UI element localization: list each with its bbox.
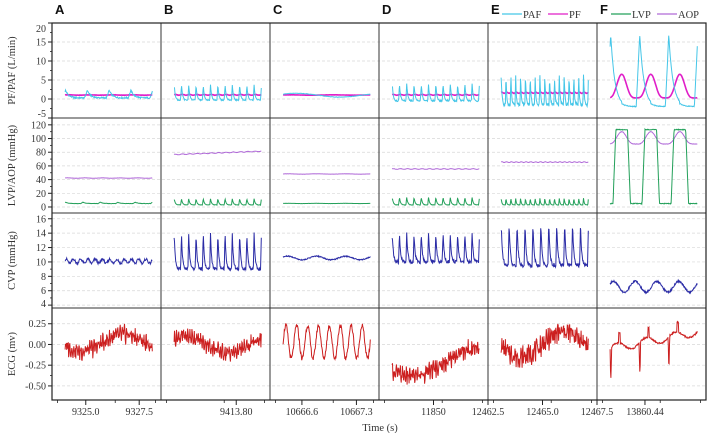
signal-traces: [64, 35, 698, 385]
panel-label: B: [164, 2, 173, 17]
trace-pf-panel-f: [609, 73, 698, 99]
panel-label: F: [600, 2, 608, 17]
trace-lvp-panel-a: [64, 201, 153, 205]
x-tick-label: 10666.6: [286, 407, 319, 418]
y-tick-label: 5: [41, 76, 46, 87]
trace-paf-panel-c: [282, 92, 371, 98]
panel-label: D: [382, 2, 391, 17]
y-tick-label: 80: [36, 148, 46, 159]
trace-ecg-panel-a: [64, 323, 153, 361]
trace-aop-panel-b: [173, 150, 262, 156]
trace-aop-panel-a: [64, 177, 153, 179]
y-tick-label: 14: [36, 229, 46, 240]
trace-cvp-panel-e: [500, 228, 589, 269]
y-tick-label: -0.50: [25, 381, 46, 392]
y-tick-label: -5: [38, 109, 46, 120]
trace-paf-panel-b: [174, 84, 262, 102]
y-tick-label: 16: [36, 214, 46, 225]
x-tick-label: 11850: [421, 407, 446, 418]
y-tick-label: 6: [41, 286, 46, 297]
y-axis-label: ECG (mv): [7, 331, 18, 376]
panel-label: C: [273, 2, 283, 17]
trace-paf-panel-f: [609, 35, 698, 108]
y-tick-label: 120: [31, 120, 46, 131]
plot-border: [51, 22, 707, 401]
x-tick-label: 12465.0: [526, 407, 559, 418]
x-tick-label: 9327.5: [125, 407, 153, 418]
y-tick-label: 40: [36, 175, 46, 186]
x-tick-label: 13860.44: [626, 407, 664, 418]
y-tick-label: 0.25: [29, 319, 47, 330]
y-axis-label: PF/PAF (L/min): [7, 36, 18, 105]
y-axis-label: CVP (mmHg): [7, 231, 18, 290]
y-tick-label: 4: [41, 299, 46, 310]
plot-frame: [48, 22, 707, 405]
y-tick-label: 100: [31, 134, 46, 145]
legend-label-pf: PF: [569, 10, 581, 21]
trace-ecg-panel-c: [282, 323, 371, 362]
trace-lvp-panel-f: [609, 127, 698, 206]
trace-aop-panel-e: [501, 161, 589, 164]
x-tick-label: 12462.5: [472, 407, 505, 418]
legend-label-lvp: LVP: [632, 10, 651, 21]
y-tick-label: 0.00: [29, 340, 47, 351]
x-tick-label: 12467.5: [581, 407, 614, 418]
trace-cvp-panel-c: [282, 254, 371, 262]
trace-cvp-panel-a: [64, 256, 153, 266]
trace-paf-panel-a: [64, 88, 153, 100]
y-tick-label: 60: [36, 161, 46, 172]
trace-cvp-panel-d: [391, 232, 480, 266]
trace-ecg-panel-b: [173, 328, 262, 362]
y-tick-label: -0.25: [25, 361, 46, 372]
trace-lvp-panel-b: [173, 197, 262, 207]
trace-aop-panel-f: [609, 130, 698, 145]
trace-ecg-panel-f: [609, 320, 698, 378]
legend-label-paf: PAF: [523, 10, 541, 21]
panel-label: A: [55, 2, 65, 17]
x-tick-label: 10667.3: [340, 407, 373, 418]
y-tick-label: 0: [41, 95, 46, 106]
trace-ecg-panel-e: [500, 323, 589, 368]
y-tick-label: 20: [36, 24, 46, 35]
y-axis-label: LVP/AOP (mmHg): [7, 124, 18, 206]
y-tick-label: 12: [36, 243, 46, 254]
trace-ecg-panel-d: [391, 339, 480, 385]
trace-paf-panel-d: [392, 83, 480, 103]
y-tick-label: 8: [41, 272, 46, 283]
trace-lvp-panel-d: [391, 197, 480, 206]
panel-label: E: [491, 2, 500, 17]
y-tick-label: 15: [36, 38, 46, 49]
y-tick-label: 20: [36, 189, 46, 200]
trace-lvp-panel-e: [500, 198, 589, 206]
axis-labels: 20 15 10 5 0 -5 PF/PAF (L/min) 120 100 80 60 40 20 0 L…: [7, 2, 699, 418]
y-tick-label: 10: [36, 257, 46, 268]
y-tick-label: 10: [36, 57, 46, 68]
trace-aop-panel-d: [391, 168, 480, 170]
trace-paf-panel-e: [500, 74, 589, 109]
x-tick-label: 9325.0: [72, 407, 100, 418]
x-tick-label: 9413.80: [220, 407, 253, 418]
y-tick-label: 0: [41, 202, 46, 213]
trace-cvp-panel-b: [173, 232, 262, 272]
trace-pf-panel-a: [64, 93, 153, 97]
trace-cvp-panel-f: [609, 278, 698, 295]
x-axis-label: Time (s): [362, 423, 398, 433]
legend-label-aop: AOP: [678, 10, 699, 21]
